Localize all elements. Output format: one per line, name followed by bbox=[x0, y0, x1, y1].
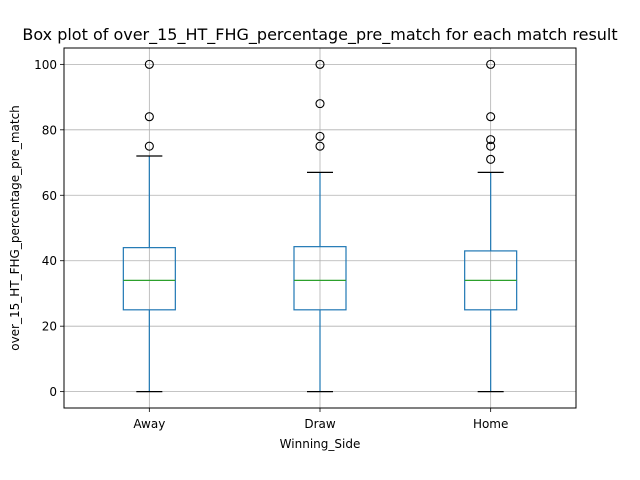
y-tick-label: 100 bbox=[34, 58, 57, 72]
outlier-point bbox=[144, 59, 154, 69]
y-tick-label: 40 bbox=[42, 254, 57, 268]
outlier-point bbox=[144, 112, 154, 122]
outlier-point bbox=[315, 99, 325, 109]
marks-layer bbox=[122, 59, 518, 393]
outlier-point bbox=[315, 141, 325, 151]
iqr-box bbox=[122, 247, 176, 311]
outlier-point bbox=[315, 59, 325, 69]
outlier-point bbox=[144, 141, 154, 151]
y-tick-label: 0 bbox=[49, 385, 57, 399]
x-tick-label: Home bbox=[473, 417, 508, 431]
iqr-box bbox=[293, 246, 347, 311]
x-tick-label: Draw bbox=[304, 417, 336, 431]
outlier-point bbox=[486, 135, 496, 145]
x-tick-label: Away bbox=[133, 417, 165, 431]
y-tick-label: 60 bbox=[42, 189, 57, 203]
y-axis-label: over_15_HT_FHG_percentage_pre_match bbox=[8, 105, 22, 351]
axes-layer: 0 20 40 60 80 100 Away Draw Home bbox=[34, 58, 508, 431]
y-tick-label: 20 bbox=[42, 320, 57, 334]
outlier-point bbox=[315, 131, 325, 141]
outlier-point bbox=[486, 59, 496, 69]
outlier-point bbox=[486, 112, 496, 122]
outlier-point bbox=[486, 141, 496, 151]
chart-title: Box plot of over_15_HT_FHG_percentage_pr… bbox=[22, 25, 617, 45]
outlier-point bbox=[486, 154, 496, 164]
y-tick-label: 80 bbox=[42, 123, 57, 137]
x-axis-label: Winning_Side bbox=[280, 437, 361, 451]
